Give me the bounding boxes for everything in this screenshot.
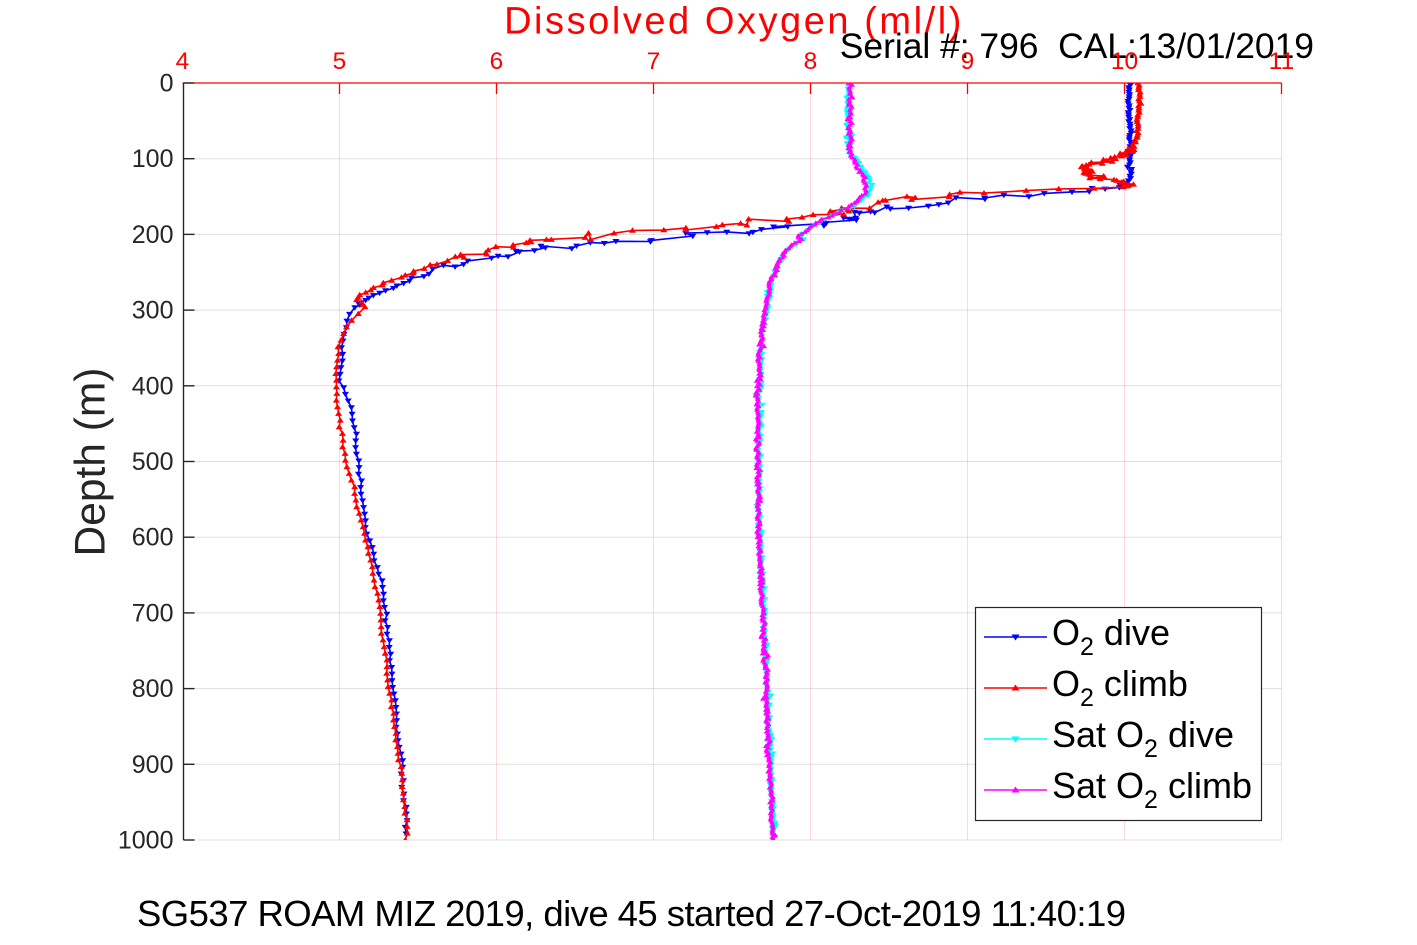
svg-text:SG537 ROAM MIZ 2019, dive 45 s: SG537 ROAM MIZ 2019, dive 45 started 27-… — [137, 893, 1126, 934]
svg-text:Depth (m): Depth (m) — [68, 368, 115, 557]
svg-text:Serial #: 796 CAL:13/01/2019: Serial #: 796 CAL:13/01/2019 — [840, 26, 1314, 66]
svg-text:100: 100 — [132, 145, 174, 173]
svg-text:Sat O2 dive: Sat O2 dive — [1052, 714, 1234, 763]
svg-text:9: 9 — [961, 48, 975, 75]
svg-text:500: 500 — [132, 448, 174, 476]
svg-text:1000: 1000 — [118, 827, 174, 855]
svg-text:5: 5 — [333, 48, 347, 75]
svg-text:Dissolved Oxygen (ml/l): Dissolved Oxygen (ml/l) — [504, 1, 964, 43]
svg-text:10: 10 — [1111, 48, 1138, 75]
svg-text:O2 dive: O2 dive — [1052, 612, 1170, 661]
svg-text:700: 700 — [132, 599, 174, 627]
svg-text:300: 300 — [132, 297, 174, 325]
svg-text:8: 8 — [804, 48, 818, 75]
svg-text:4: 4 — [176, 48, 190, 75]
svg-text:200: 200 — [132, 221, 174, 249]
svg-text:400: 400 — [132, 372, 174, 400]
svg-text:Sat O2 climb: Sat O2 climb — [1052, 765, 1252, 814]
svg-text:11: 11 — [1269, 48, 1294, 75]
svg-text:0: 0 — [160, 70, 174, 98]
svg-text:800: 800 — [132, 675, 174, 703]
svg-text:600: 600 — [132, 524, 174, 552]
svg-text:6: 6 — [490, 48, 504, 75]
svg-text:7: 7 — [647, 48, 661, 75]
svg-text:900: 900 — [132, 751, 174, 779]
svg-text:O2 climb: O2 climb — [1052, 663, 1188, 712]
